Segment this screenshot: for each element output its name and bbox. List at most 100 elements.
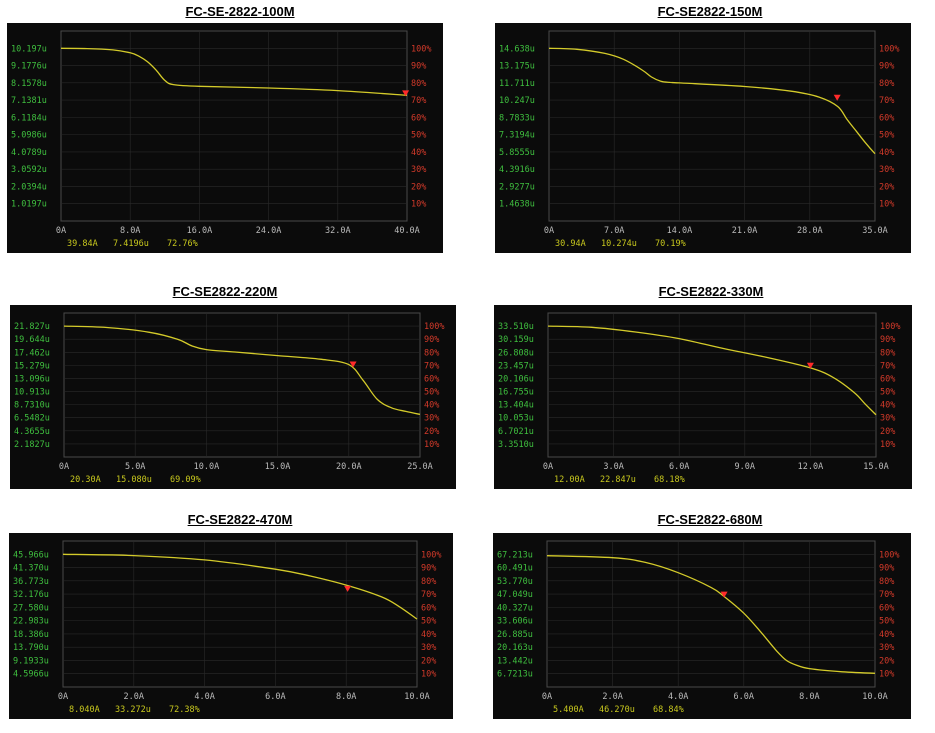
y-tick-label-left: 2.1827u bbox=[14, 440, 50, 450]
x-tick-label: 21.0A bbox=[732, 226, 758, 236]
y-tick-label-left: 13.175u bbox=[499, 62, 535, 72]
chart-title-1: FC-SE-2822-100M bbox=[185, 4, 295, 19]
plot-frame bbox=[60, 30, 408, 222]
y-tick-label-right: 60% bbox=[879, 113, 894, 123]
x-tick-label: 12.0A bbox=[798, 462, 824, 472]
chart-panel-1: 10.197u 100% 9.1776u 90% 8.1578u 80% 7.1381u 70… bbox=[7, 23, 443, 253]
y-tick-label-right: 90% bbox=[880, 335, 895, 345]
y-tick-label-left: 4.3916u bbox=[499, 165, 535, 175]
readout-value: 39.84A bbox=[67, 239, 98, 249]
y-tick-label-right: 10% bbox=[879, 200, 894, 210]
y-tick-label-left: 19.644u bbox=[14, 335, 50, 345]
inductance-curve bbox=[546, 555, 876, 674]
y-tick-label-right: 90% bbox=[879, 62, 894, 72]
y-tick-label-left: 9.1776u bbox=[11, 62, 47, 72]
y-tick-label-left: 33.510u bbox=[498, 322, 534, 332]
readout-value: 8.040A bbox=[69, 705, 100, 715]
y-tick-label-right: 80% bbox=[880, 348, 895, 358]
y-tick-label-left: 10.247u bbox=[499, 96, 535, 106]
readout-value: 22.847u bbox=[600, 475, 636, 485]
y-tick-label-left: 45.966u bbox=[13, 550, 49, 560]
y-tick-label-left: 4.5966u bbox=[13, 670, 49, 680]
chart-title-2: FC-SE2822-150M bbox=[657, 4, 763, 19]
chart-panel-6: 67.213u 100% 60.491u 90% 53.770u 80% 47.049u 70… bbox=[493, 533, 911, 719]
y-tick-label-left: 13.790u bbox=[13, 643, 49, 653]
cursor-marker bbox=[806, 362, 814, 369]
y-tick-label-right: 70% bbox=[879, 590, 894, 600]
chart-panel-3: 21.827u 100% 19.644u 90% 17.462u 80% 15.279u 70… bbox=[10, 305, 456, 489]
y-tick-label-right: 40% bbox=[424, 401, 439, 411]
y-tick-label-right: 30% bbox=[879, 643, 894, 653]
y-tick-label-left: 5.0986u bbox=[11, 131, 47, 141]
x-tick-label: 4.0A bbox=[668, 692, 688, 702]
chart-svg-2: 14.638u 100% 13.175u 90% 11.711u 80% 10.247u 70… bbox=[499, 30, 899, 249]
chart-svg-3: 21.827u 100% 19.644u 90% 17.462u 80% 15.279u 70… bbox=[14, 312, 444, 485]
y-tick-label-right: 70% bbox=[880, 361, 895, 371]
y-tick-label-right: 30% bbox=[880, 414, 895, 424]
y-tick-label-left: 14.638u bbox=[499, 44, 535, 54]
y-tick-label-left: 53.770u bbox=[497, 577, 533, 587]
y-tick-label-left: 10.197u bbox=[11, 44, 47, 54]
y-tick-label-left: 1.4638u bbox=[499, 200, 535, 210]
y-tick-label-left: 10.913u bbox=[14, 388, 50, 398]
y-tick-label-right: 100% bbox=[421, 550, 441, 560]
readout-value: 15.080u bbox=[116, 475, 152, 485]
x-tick-label: 0A bbox=[59, 462, 69, 472]
cursor-marker bbox=[402, 90, 410, 97]
x-tick-label: 15.0A bbox=[265, 462, 291, 472]
y-tick-label-right: 60% bbox=[421, 603, 436, 613]
x-tick-label: 0A bbox=[544, 226, 554, 236]
y-tick-label-right: 50% bbox=[880, 388, 895, 398]
y-tick-label-left: 30.159u bbox=[498, 335, 534, 345]
readout-value: 68.84% bbox=[653, 705, 684, 715]
readout-value: 20.30A bbox=[70, 475, 101, 485]
x-tick-label: 7.0A bbox=[604, 226, 624, 236]
y-tick-label-right: 70% bbox=[879, 96, 894, 106]
y-tick-label-left: 41.370u bbox=[13, 564, 49, 574]
chart-svg-1: 10.197u 100% 9.1776u 90% 8.1578u 80% 7.1381u 70… bbox=[11, 30, 431, 249]
y-tick-label-left: 23.457u bbox=[498, 361, 534, 371]
y-tick-label-right: 90% bbox=[879, 564, 894, 574]
y-tick-label-left: 16.755u bbox=[498, 388, 534, 398]
x-tick-label: 6.0A bbox=[669, 462, 689, 472]
chart-svg-4: 33.510u 100% 30.159u 90% 26.808u 80% 23.457u 70… bbox=[498, 312, 900, 485]
y-tick-label-right: 60% bbox=[880, 374, 895, 384]
chart-panel-5: 45.966u 100% 41.370u 90% 36.773u 80% 32.176u 70… bbox=[9, 533, 453, 719]
readout-value: 46.270u bbox=[599, 705, 635, 715]
y-tick-label-right: 30% bbox=[411, 165, 426, 175]
y-tick-label-right: 90% bbox=[411, 62, 426, 72]
readout-value: 72.38% bbox=[169, 705, 200, 715]
x-tick-label: 0A bbox=[542, 692, 552, 702]
x-tick-label: 0A bbox=[58, 692, 68, 702]
x-tick-label: 28.0A bbox=[797, 226, 823, 236]
y-tick-label-left: 10.053u bbox=[498, 414, 534, 424]
y-tick-label-right: 40% bbox=[879, 148, 894, 158]
x-tick-label: 2.0A bbox=[602, 692, 622, 702]
x-tick-label: 20.0A bbox=[336, 462, 362, 472]
plot-frame bbox=[547, 312, 877, 458]
y-tick-label-left: 13.096u bbox=[14, 374, 50, 384]
x-tick-label: 9.0A bbox=[735, 462, 755, 472]
y-tick-label-right: 10% bbox=[411, 200, 426, 210]
chart-title-6: FC-SE2822-680M bbox=[657, 512, 763, 527]
y-tick-label-right: 40% bbox=[421, 630, 436, 640]
y-tick-label-left: 9.1933u bbox=[13, 656, 49, 666]
readout-value: 7.4196u bbox=[113, 239, 149, 249]
x-tick-label: 8.0A bbox=[336, 692, 356, 702]
y-tick-label-right: 10% bbox=[879, 670, 894, 680]
y-tick-label-right: 50% bbox=[421, 617, 436, 627]
inductance-curve bbox=[62, 553, 418, 620]
y-tick-label-left: 27.580u bbox=[13, 603, 49, 613]
y-tick-label-right: 100% bbox=[880, 322, 900, 332]
y-tick-label-right: 30% bbox=[879, 165, 894, 175]
y-tick-label-left: 13.442u bbox=[497, 656, 533, 666]
x-tick-label: 10.0A bbox=[862, 692, 888, 702]
y-tick-label-right: 30% bbox=[424, 414, 439, 424]
y-tick-label-right: 70% bbox=[421, 590, 436, 600]
y-tick-label-left: 6.7213u bbox=[497, 670, 533, 680]
y-tick-label-right: 80% bbox=[879, 79, 894, 89]
cursor-marker bbox=[720, 591, 728, 598]
x-tick-label: 10.0A bbox=[194, 462, 220, 472]
x-tick-label: 8.0A bbox=[120, 226, 140, 236]
chart-svg-5: 45.966u 100% 41.370u 90% 36.773u 80% 32.176u 70… bbox=[13, 540, 441, 715]
